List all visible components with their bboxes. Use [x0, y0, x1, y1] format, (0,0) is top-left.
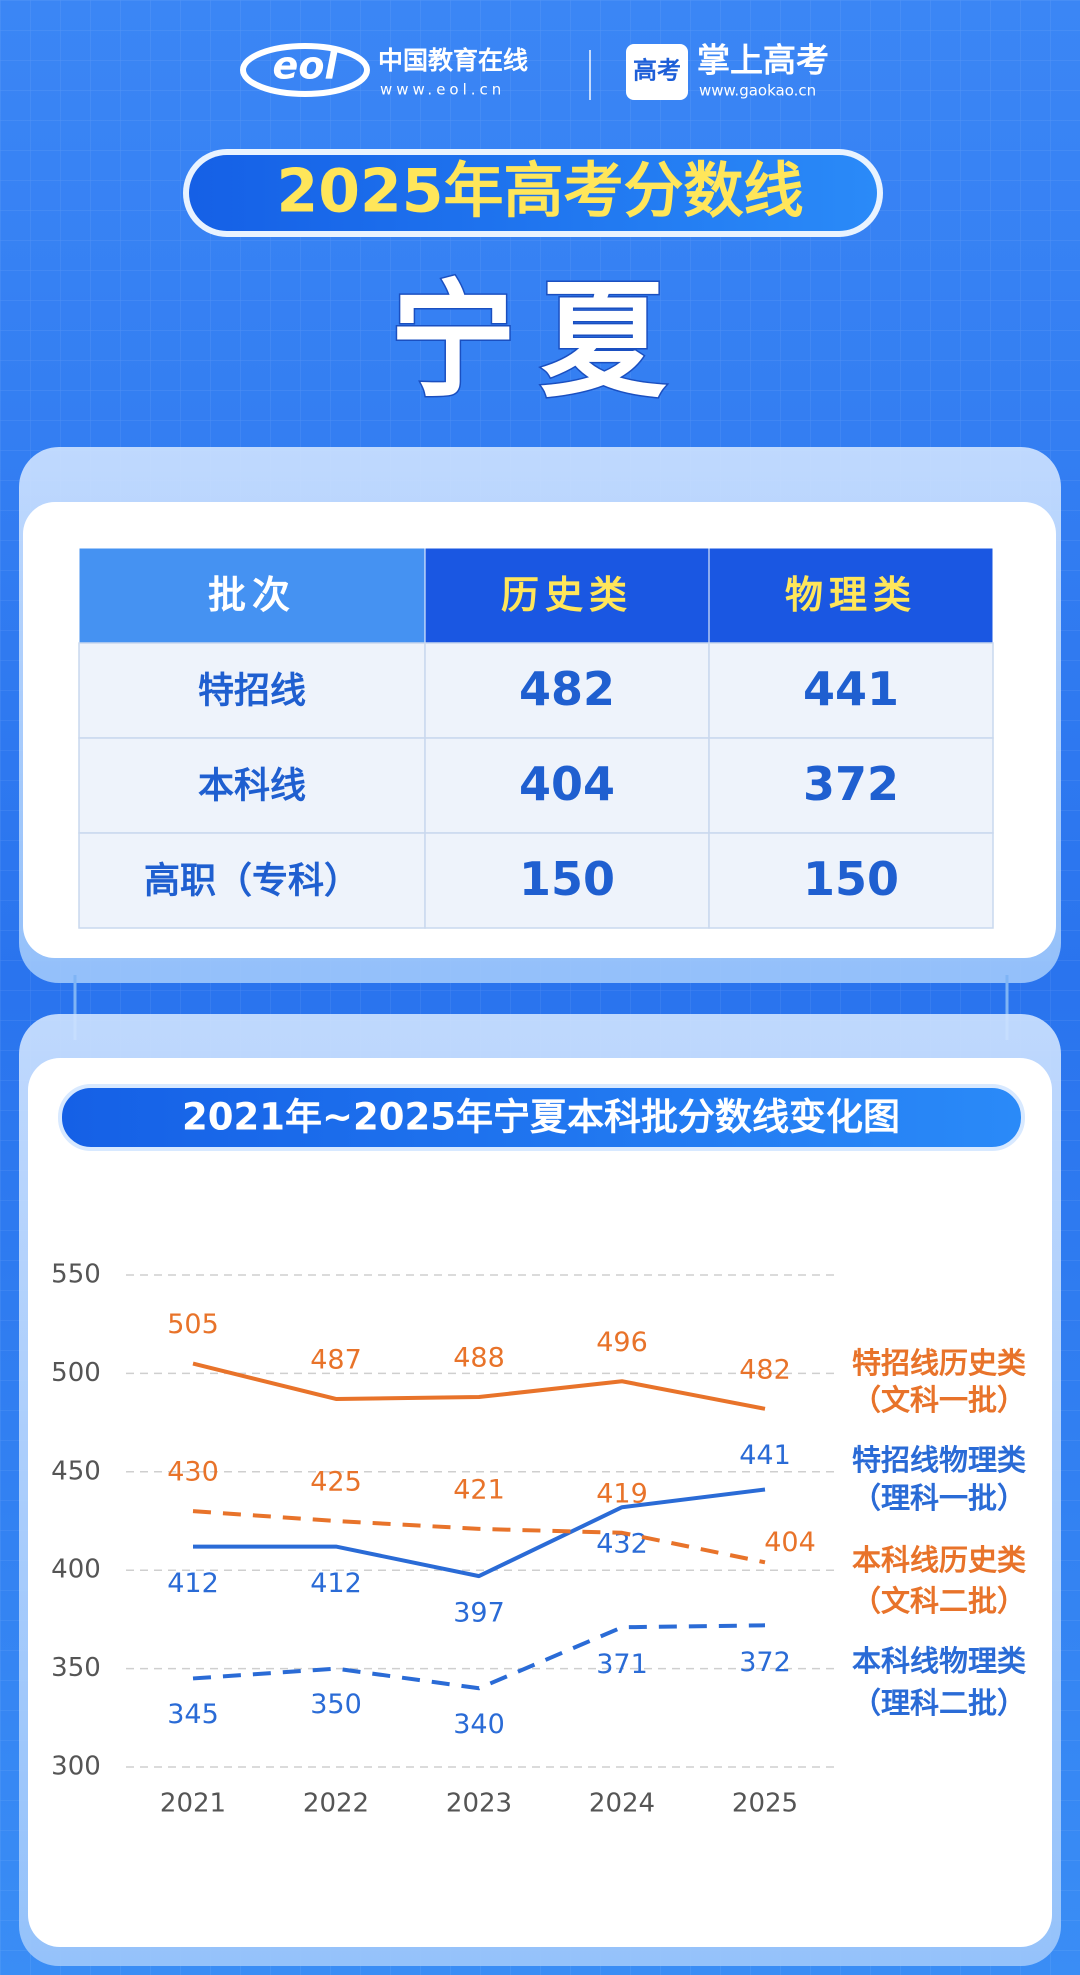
table-cell-text: 150	[519, 852, 615, 906]
series-line	[192, 1509, 766, 1565]
y-tick-label: 350	[51, 1653, 101, 1683]
y-tick-label: 550	[51, 1260, 101, 1290]
data-label: 371	[596, 1649, 648, 1680]
table-cell	[78, 642, 426, 739]
title-banner	[189, 155, 877, 231]
x-tick-label: 2023	[446, 1789, 512, 1819]
legend-label: 本科线历史类	[852, 1543, 1026, 1577]
legend-sublabel: （理科二批）	[852, 1686, 1026, 1720]
table-cell	[424, 832, 710, 929]
table-header-text: 物理类	[785, 573, 917, 617]
table-cell-text: 本科线	[198, 766, 306, 807]
table-cell	[424, 642, 710, 739]
data-label: 430	[167, 1457, 219, 1488]
data-label: 496	[596, 1327, 648, 1358]
data-label: 488	[453, 1343, 505, 1374]
legend-sublabel: （理科一批）	[852, 1481, 1026, 1515]
table-header-text: 批次	[208, 573, 296, 617]
table-cell	[78, 737, 426, 834]
series-line	[192, 1623, 766, 1691]
table-cell-text: 150	[803, 852, 899, 906]
data-label: 404	[764, 1527, 816, 1558]
x-tick-label: 2022	[303, 1789, 369, 1819]
data-label: 350	[310, 1689, 362, 1720]
legend-sublabel: （文科二批）	[852, 1584, 1026, 1618]
province: 宁夏	[390, 268, 690, 415]
y-tick-label: 500	[51, 1358, 101, 1388]
table-cell-text: 372	[803, 757, 899, 811]
table-header-cell	[708, 547, 994, 644]
data-label: 412	[310, 1568, 362, 1599]
table-cell-text: 特招线	[198, 671, 306, 712]
chart-title: 2021年~2025年宁夏本科批分数线变化图	[182, 1096, 900, 1139]
line-chart: 300 350 400 450 500 550 2021 2022 2023 2024 2025 50…	[51, 1260, 1026, 1819]
table-cell	[708, 832, 994, 929]
table-header-cell	[424, 547, 710, 644]
data-label: 482	[739, 1354, 791, 1385]
series-line	[192, 1361, 766, 1411]
data-label: 441	[739, 1440, 791, 1471]
logo-eol: eol	[240, 43, 370, 97]
legend-sublabel: （文科一批）	[852, 1383, 1026, 1417]
data-label: 505	[167, 1309, 219, 1340]
logo-mark: 高考	[633, 56, 681, 85]
legend-label: 特招线历史类	[852, 1346, 1026, 1380]
data-label: 419	[596, 1478, 648, 1509]
table-header-text: 历史类	[501, 573, 633, 617]
legend-label: 特招线物理类	[852, 1443, 1026, 1477]
y-tick-label: 450	[51, 1456, 101, 1486]
series-line	[193, 1487, 766, 1579]
logo-url: www.gaokao.cn	[699, 82, 816, 100]
logo-icon	[626, 44, 688, 100]
y-tick-label: 400	[51, 1555, 101, 1585]
table-cell	[78, 832, 426, 929]
table-cell	[424, 737, 710, 834]
logo-name: 掌上高考	[697, 41, 829, 80]
chart-card	[28, 1058, 1052, 1947]
table-cell-text: 404	[519, 757, 615, 811]
x-tick-label: 2021	[160, 1789, 226, 1819]
title: 2025年高考分数线	[277, 157, 804, 227]
data-label: 425	[310, 1467, 362, 1498]
logo-name: 中国教育在线	[378, 46, 528, 75]
x-tick-label: 2025	[732, 1789, 798, 1819]
x-tick-label: 2024	[589, 1789, 655, 1819]
table-cell-text: 482	[519, 662, 615, 716]
data-label: 487	[310, 1344, 362, 1375]
y-tick-label: 300	[51, 1752, 101, 1782]
legend-label: 本科线物理类	[852, 1644, 1026, 1678]
data-label: 372	[739, 1647, 791, 1678]
table-cell	[708, 737, 994, 834]
data-label: 340	[453, 1709, 505, 1740]
logo-mark: eol	[273, 44, 339, 88]
data-label: 421	[453, 1474, 505, 1505]
table-cell-text: 高职（专科）	[144, 861, 360, 902]
data-label: 345	[167, 1699, 219, 1730]
table-cell	[708, 642, 994, 739]
table-cell-text: 441	[803, 662, 899, 716]
data-label: 412	[167, 1568, 219, 1599]
data-label: 397	[453, 1598, 505, 1629]
table-header-cell	[78, 547, 426, 644]
chart-title-banner	[58, 1084, 1025, 1151]
logo-url: www.eol.cn	[380, 81, 505, 99]
